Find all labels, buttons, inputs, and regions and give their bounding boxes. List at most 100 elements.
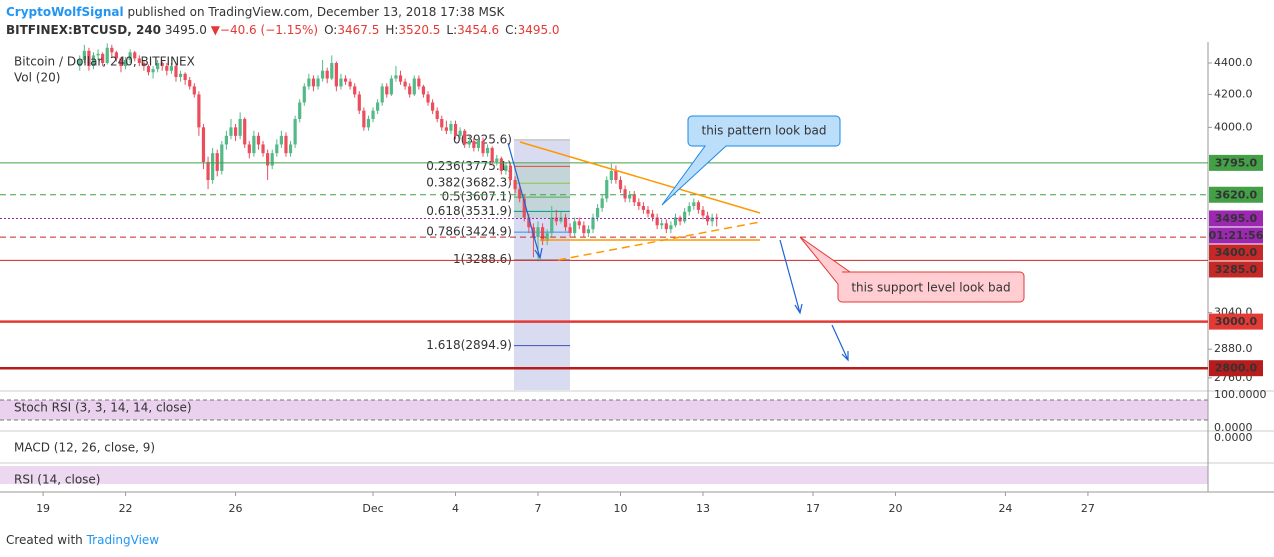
pane-tick: 0.0000: [1214, 421, 1253, 434]
candle-body: [178, 73, 183, 77]
candle-body: [550, 217, 554, 234]
candle-body: [476, 140, 481, 148]
candle-body: [270, 153, 274, 166]
candle-body: [119, 58, 123, 67]
price-label: 2800.0: [1215, 362, 1258, 375]
stoch-band: [0, 400, 1208, 420]
candle-body: [412, 78, 416, 95]
price-label: 3000.0: [1215, 315, 1258, 328]
x-tick-label: 22: [119, 502, 133, 515]
candle-body: [536, 227, 540, 238]
pane-tick: 0.0000: [1214, 431, 1253, 444]
candle-body: [559, 217, 563, 222]
change: −40.6 (−1.15%): [220, 23, 318, 37]
candle-body: [417, 78, 421, 87]
price-label-box: [1209, 360, 1263, 377]
candle-body: [353, 86, 357, 95]
candle-body: [660, 223, 664, 226]
candle-body: [101, 53, 105, 64]
x-tick-label: 7: [535, 502, 542, 515]
candle-body: [440, 118, 444, 128]
field-key: L:: [446, 23, 457, 37]
candle-body: [513, 179, 517, 190]
candle-body: [692, 202, 696, 207]
x-tick-label: 4: [452, 502, 459, 515]
y-tick-label: 2880.0: [1214, 342, 1253, 355]
candle-body: [128, 52, 132, 60]
footer: Created with TradingView: [6, 533, 159, 547]
candle-body: [605, 179, 609, 199]
candle-body: [669, 225, 673, 230]
candle-body: [655, 217, 659, 226]
annotation: this support level look bad: [851, 281, 1010, 295]
x-tick-label: 24: [998, 502, 1012, 515]
candle-body: [683, 211, 687, 222]
field-value: 3520.5: [398, 23, 440, 37]
arrows: [507, 142, 849, 362]
candle-body: [252, 135, 256, 154]
candle-body: [275, 144, 279, 154]
fib-label: 0.5(3607.1): [442, 190, 512, 204]
candle-body: [568, 227, 572, 234]
candle-body: [380, 86, 384, 103]
y-tick-label: 4400.0: [1214, 56, 1253, 69]
candle-body: [545, 233, 549, 242]
candle-body: [701, 209, 705, 216]
candle-body: [174, 66, 178, 77]
x-tick-label: Dec: [362, 502, 383, 515]
candle-body: [224, 135, 228, 145]
candle-body: [435, 110, 439, 119]
candle-body: [298, 102, 302, 119]
candle-body: [458, 130, 462, 136]
candle-body: [632, 194, 636, 203]
candle-body: [646, 209, 650, 214]
header-line: CryptoWolfSignal published on TradingVie…: [6, 5, 506, 19]
candle-body: [243, 118, 247, 145]
symbol: BITFINEX:BTCUSD, 240: [6, 23, 161, 37]
candle-body: [146, 66, 151, 73]
rsi-band: [0, 466, 1208, 484]
candle-body: [137, 58, 141, 64]
candle-body: [595, 207, 600, 218]
price-label-box: [1209, 210, 1263, 227]
candle-body: [673, 217, 678, 226]
candle-body: [563, 217, 568, 228]
candle-body: [444, 127, 448, 131]
candle-body: [527, 217, 531, 228]
footer-text: Created with: [6, 533, 83, 547]
y-tick-label: 4000.0: [1214, 120, 1253, 133]
candle-body: [490, 147, 494, 162]
candle-body: [316, 78, 320, 87]
price-label-box: [1209, 261, 1263, 278]
price-label-box: [1209, 313, 1263, 330]
candle-body: [609, 170, 613, 180]
pane-tick: 100.0000: [1214, 388, 1267, 401]
price-label: 3285.0: [1215, 263, 1258, 276]
candle-body: [710, 217, 714, 222]
candle-body: [247, 144, 251, 154]
chart-title: Bitcoin / Dollar, 240, BITFINEX: [14, 55, 195, 69]
fib-label: 0.786(3424.9): [426, 225, 512, 239]
price-label-box: [1209, 186, 1263, 203]
brand: TradingView: [86, 533, 160, 547]
candle-body: [481, 140, 485, 154]
x-tick-label: 17: [806, 502, 820, 515]
candle-body: [467, 140, 471, 145]
candle-body: [591, 217, 595, 230]
candle-body: [288, 144, 293, 154]
field-key: H:: [385, 23, 398, 37]
candle-body: [366, 118, 371, 128]
arrow: ▼: [211, 23, 221, 37]
candle-body: [160, 63, 164, 67]
candle-body: [183, 73, 187, 81]
x-tick-label: 10: [613, 502, 627, 515]
y-tick-label: 4200.0: [1214, 87, 1253, 100]
fib-zone: [514, 164, 570, 218]
candle-body: [504, 165, 508, 171]
candle-body: [142, 63, 146, 67]
candle-body: [499, 158, 503, 171]
candle-body: [540, 227, 545, 242]
